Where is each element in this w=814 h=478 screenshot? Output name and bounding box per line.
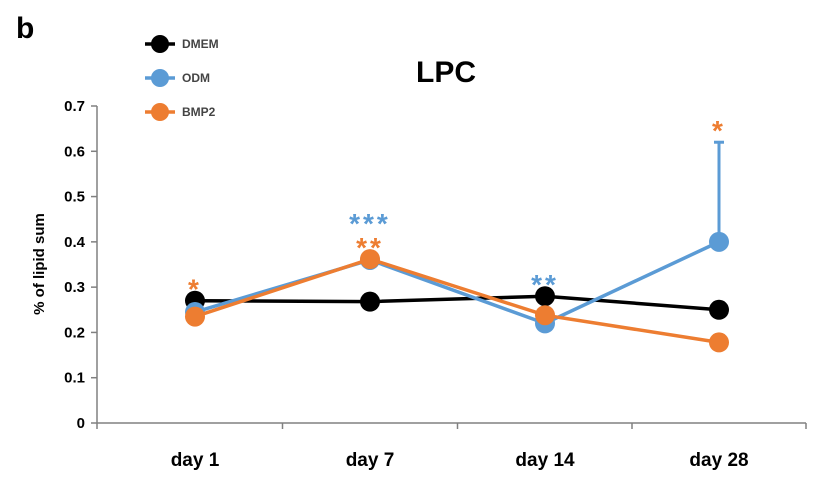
significance-label: ** [531, 269, 559, 300]
x-tick-label: day 14 [515, 450, 575, 471]
y-axis-label: % of lipid sum [31, 213, 48, 315]
data-point [709, 231, 729, 252]
series-layer [185, 140, 729, 353]
axes: 0 0.1 0.2 0.3 0.4 0.5 0.6 0.7 day 1 day 7 day 14 da… [64, 98, 807, 471]
significance-label: *** [349, 208, 391, 239]
legend-label: DMEM [182, 37, 219, 51]
data-point [709, 332, 729, 353]
y-tick-label: 0.3 [64, 279, 85, 296]
legend-marker [151, 103, 169, 121]
legend-marker [151, 35, 169, 53]
data-point [709, 299, 729, 320]
y-tick-label: 0.6 [64, 143, 85, 160]
annotation-layer: ********* [188, 115, 726, 305]
series-line [194, 294, 720, 312]
data-point [535, 286, 555, 307]
series-dmem [185, 286, 729, 320]
legend-label: BMP2 [182, 105, 216, 119]
significance-label: ** [356, 232, 384, 263]
chart-title: LPC [416, 56, 476, 89]
data-point [360, 249, 380, 270]
legend-item-odm: ODM [145, 69, 210, 87]
y-tick-label: 0.2 [64, 324, 85, 341]
data-point [535, 305, 555, 326]
x-tick-label: day 28 [689, 450, 748, 471]
legend: DMEM ODM BMP2 [145, 35, 219, 121]
data-point [360, 291, 380, 312]
y-tick-label: 0.1 [64, 370, 85, 387]
panel-label: b [16, 12, 34, 45]
x-tick-label: day 7 [346, 450, 395, 471]
y-tick-label: 0.4 [64, 234, 86, 251]
y-tick-label: 0.5 [64, 189, 85, 206]
y-tick-label: 0 [77, 415, 85, 432]
y-tick-label: 0.7 [64, 98, 85, 115]
x-tick-label: day 1 [171, 450, 220, 471]
series-line [194, 257, 720, 345]
series-line [194, 240, 720, 326]
legend-item-bmp2: BMP2 [145, 103, 216, 121]
data-point [185, 306, 205, 327]
legend-item-dmem: DMEM [145, 35, 219, 53]
legend-label: ODM [182, 71, 210, 85]
significance-label: * [712, 115, 726, 146]
significance-label: * [188, 274, 202, 305]
series-bmp2 [185, 249, 729, 353]
legend-marker [151, 69, 169, 87]
